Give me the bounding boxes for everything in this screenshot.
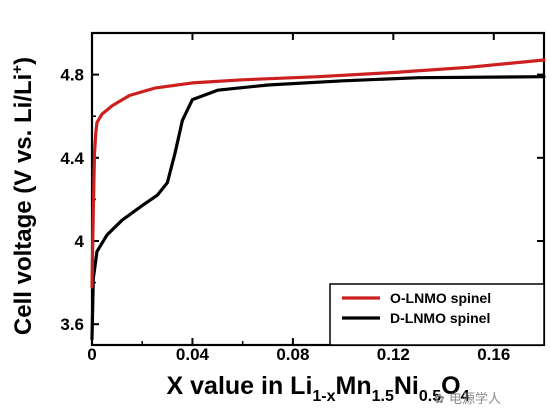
- y-tick-label: 4.4: [60, 149, 84, 168]
- x-tick-label: 0.08: [276, 345, 309, 364]
- y-axis-label: Cell voltage (V vs. Li/Li+): [9, 57, 37, 335]
- watermark-icon: ✿: [434, 392, 450, 407]
- x-tick-label: 0.12: [377, 345, 410, 364]
- legend: O-LNMO spinel D-LNMO spinel: [329, 283, 545, 346]
- legend-label: O-LNMO spinel: [390, 290, 491, 306]
- y-tick-label: 4: [75, 232, 85, 251]
- y-tick-label: 4.8: [60, 66, 84, 85]
- legend-box: [329, 283, 545, 346]
- watermark-text: 电源学人: [449, 392, 502, 407]
- series-line-d-lnmo-spinel: [90, 75, 546, 341]
- legend-label: D-LNMO spinel: [390, 310, 490, 326]
- x-tick-label: 0.16: [477, 345, 510, 364]
- x-tick-label: 0: [87, 345, 96, 364]
- series-line-o-lnmo-spinel: [90, 58, 546, 289]
- x-axis-label: X value in Li1-xMn1.5Ni0.5O4: [167, 372, 470, 405]
- x-tick-label: 0.04: [176, 345, 210, 364]
- plot-frame: [90, 31, 546, 347]
- y-tick-label: 3.6: [60, 315, 84, 334]
- watermark: ✿ 电源学人: [434, 388, 501, 407]
